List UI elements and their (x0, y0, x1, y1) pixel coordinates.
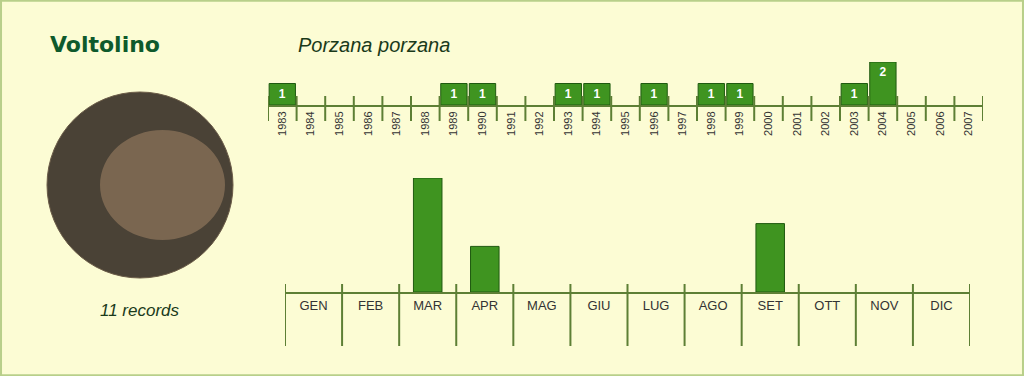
svg-text:1993: 1993 (562, 111, 574, 135)
svg-text:2004: 2004 (876, 111, 888, 135)
svg-text:SET: SET (758, 298, 783, 313)
svg-text:1996: 1996 (648, 111, 660, 135)
svg-text:2003: 2003 (848, 111, 860, 135)
svg-text:2001: 2001 (791, 111, 803, 135)
svg-text:1: 1 (736, 87, 743, 101)
svg-text:2005: 2005 (905, 111, 917, 135)
svg-text:Porzana porzana: Porzana porzana (298, 34, 450, 56)
svg-text:1994: 1994 (590, 111, 602, 135)
svg-text:1989: 1989 (447, 111, 459, 135)
svg-text:LUG: LUG (643, 298, 670, 313)
svg-text:1992: 1992 (533, 111, 545, 135)
svg-text:2007: 2007 (962, 111, 974, 135)
svg-text:1987: 1987 (390, 111, 402, 135)
svg-text:APR: APR (471, 298, 498, 313)
svg-text:OTT: OTT (814, 298, 840, 313)
svg-text:1: 1 (593, 87, 600, 101)
svg-text:MAR: MAR (413, 298, 442, 313)
svg-text:1: 1 (651, 87, 658, 101)
svg-text:1998: 1998 (705, 111, 717, 135)
svg-text:1983: 1983 (276, 111, 288, 135)
svg-text:11 records: 11 records (100, 301, 180, 320)
svg-text:2006: 2006 (934, 111, 946, 135)
svg-text:1990: 1990 (476, 111, 488, 135)
svg-text:GIU: GIU (587, 298, 610, 313)
svg-text:1: 1 (479, 87, 486, 101)
svg-text:1999: 1999 (733, 111, 745, 135)
svg-text:FEB: FEB (358, 298, 383, 313)
svg-text:NOV: NOV (870, 298, 899, 313)
svg-text:1985: 1985 (333, 111, 345, 135)
svg-text:2000: 2000 (762, 111, 774, 135)
svg-text:2: 2 (879, 65, 886, 79)
svg-text:1997: 1997 (676, 111, 688, 135)
svg-text:1991: 1991 (505, 111, 517, 135)
svg-text:1: 1 (279, 87, 286, 101)
svg-text:1: 1 (450, 87, 457, 101)
svg-text:1995: 1995 (619, 111, 631, 135)
svg-text:1986: 1986 (362, 111, 374, 135)
svg-text:1988: 1988 (419, 111, 431, 135)
svg-text:AGO: AGO (699, 298, 728, 313)
svg-text:Voltolino: Voltolino (50, 32, 160, 57)
svg-text:2002: 2002 (819, 111, 831, 135)
svg-text:1: 1 (851, 87, 858, 101)
svg-text:MAG: MAG (527, 298, 557, 313)
svg-text:GEN: GEN (299, 298, 327, 313)
svg-text:DIC: DIC (930, 298, 952, 313)
svg-text:1: 1 (565, 87, 572, 101)
svg-text:1984: 1984 (304, 111, 316, 135)
svg-text:1: 1 (708, 87, 715, 101)
